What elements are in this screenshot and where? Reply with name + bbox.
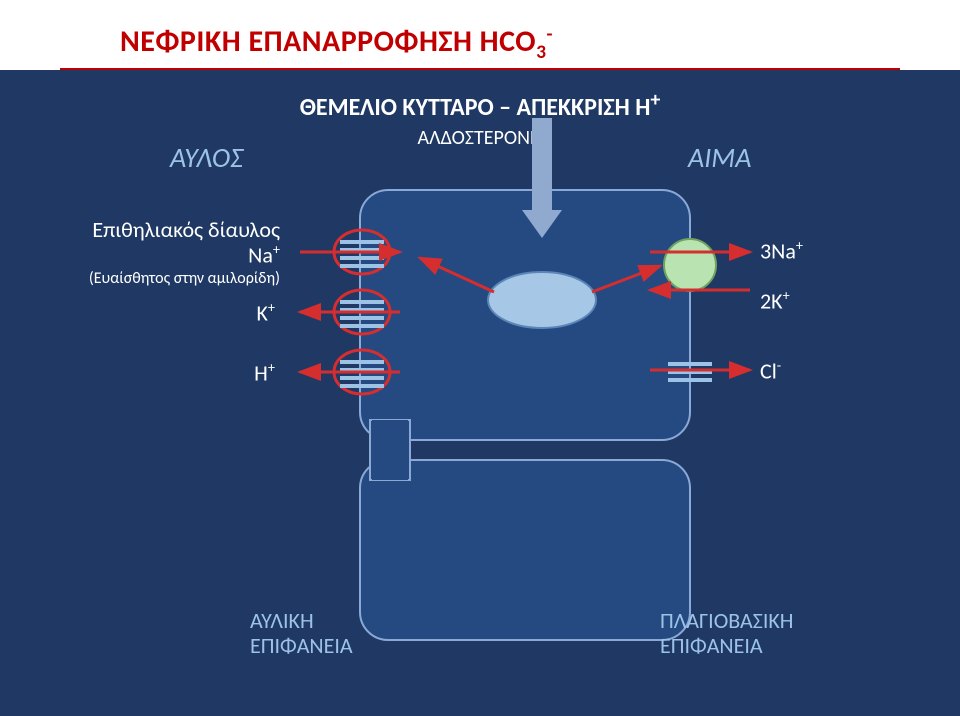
cell-diagram bbox=[0, 0, 960, 716]
slide: ΝΕΦΡΙΚΗ ΕΠΑΝΑΡΡΟΦΗΣΗ HCO3- ΘΕΜΕΛΙΟ ΚΥΤΤΑ… bbox=[0, 0, 960, 716]
cell-bottom bbox=[360, 460, 690, 640]
connector-mask bbox=[372, 420, 408, 480]
apical-surface-label: ΑΥΛΙΚΗΕΠΙΦΑΝΕΙΑ bbox=[250, 608, 353, 659]
aldosterone-receptor bbox=[488, 272, 596, 328]
basolateral-surface-label: ΠΛΑΓΙΟΒΑΣΙΚΗΕΠΙΦΑΝΕΙΑ bbox=[660, 608, 794, 659]
cl-channel bbox=[668, 362, 712, 382]
na-k-pump bbox=[664, 239, 716, 291]
